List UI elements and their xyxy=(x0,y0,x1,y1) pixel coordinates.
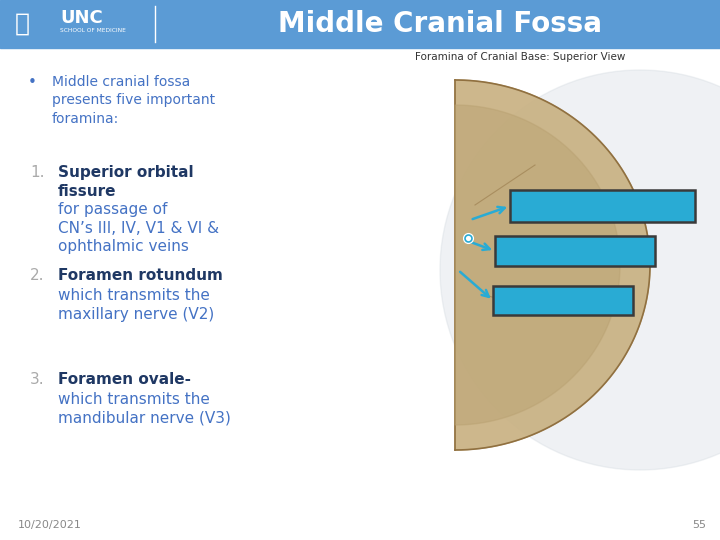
Text: 1.: 1. xyxy=(30,165,45,180)
Text: Foramen ovale-: Foramen ovale- xyxy=(58,372,191,387)
Bar xyxy=(495,236,655,266)
Bar xyxy=(510,190,695,222)
Bar xyxy=(493,286,633,315)
Text: 55: 55 xyxy=(692,520,706,530)
Text: Foramina of Cranial Base: Superior View: Foramina of Cranial Base: Superior View xyxy=(415,52,626,62)
Polygon shape xyxy=(455,105,620,425)
Text: which transmits the
mandibular nerve (V3): which transmits the mandibular nerve (V3… xyxy=(58,392,231,426)
Text: which transmits the
maxillary nerve (V2): which transmits the maxillary nerve (V2) xyxy=(58,288,215,322)
Text: Middle cranial fossa
presents five important
foramina:: Middle cranial fossa presents five impor… xyxy=(52,75,215,126)
Text: ⛪: ⛪ xyxy=(14,12,30,36)
Text: UNC: UNC xyxy=(60,9,103,27)
Text: Middle Cranial Fossa: Middle Cranial Fossa xyxy=(278,10,602,38)
Circle shape xyxy=(440,70,720,470)
Text: •: • xyxy=(28,75,37,90)
Polygon shape xyxy=(455,80,650,450)
Polygon shape xyxy=(400,212,430,319)
Text: Foramen rotundum: Foramen rotundum xyxy=(58,268,223,283)
Text: 10/20/2021: 10/20/2021 xyxy=(18,520,82,530)
Text: SCHOOL OF MEDICINE: SCHOOL OF MEDICINE xyxy=(60,28,126,32)
Text: 2.: 2. xyxy=(30,268,45,283)
Text: 3.: 3. xyxy=(30,372,45,387)
Bar xyxy=(0,0,720,48)
Text: for passage of
CN’s III, IV, V1 & VI &
ophthalmic veins: for passage of CN’s III, IV, V1 & VI & o… xyxy=(58,202,219,254)
Text: Superior orbital
fissure: Superior orbital fissure xyxy=(58,165,194,199)
